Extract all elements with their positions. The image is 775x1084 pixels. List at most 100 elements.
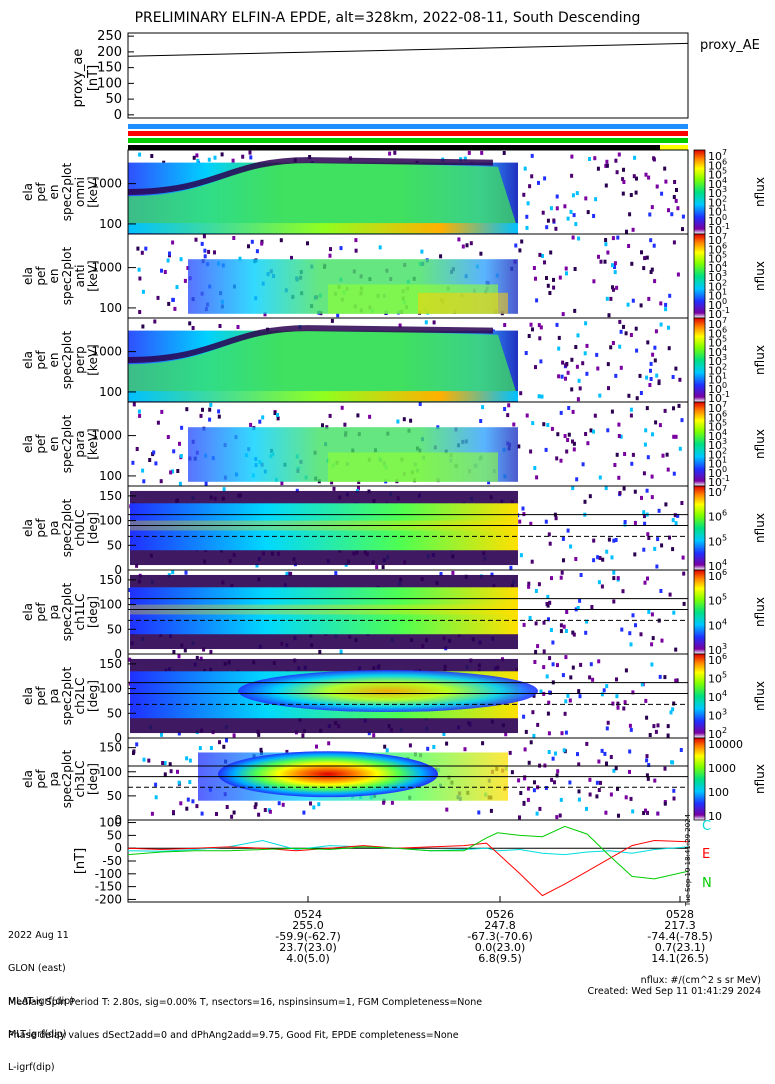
noise-pixel (451, 570, 455, 575)
noise-pixel (573, 308, 577, 313)
proxy-ae-ytick: 50 (105, 92, 122, 107)
spectrogram-panel-5: 150 100 50 0 ela pef pa spec2plot ch0LC [deg] 107 1… (21, 484, 767, 577)
xaxis-mlt: 23.7(23.0) (279, 941, 337, 954)
noise-pixel (649, 238, 653, 243)
noise-pixel (588, 494, 592, 499)
noise-pixel (540, 394, 544, 399)
noise-pixel (559, 623, 563, 628)
noise-pixel (185, 756, 189, 761)
noise-pixel (318, 649, 322, 654)
noise-pixel (194, 237, 198, 242)
noise-pixel (173, 306, 177, 311)
noise-pixel (604, 163, 608, 168)
noise-pixel (606, 250, 610, 255)
noise-pixel (568, 780, 572, 785)
noise-pixel (577, 789, 581, 794)
noise-pixel (209, 402, 213, 407)
noise-pixel (676, 272, 680, 277)
noise-pixel (549, 206, 553, 211)
low-energy-band (128, 223, 518, 234)
noise-pixel (566, 438, 570, 442)
noise-pixel (204, 481, 208, 486)
noise-pixel (672, 610, 676, 615)
xaxis-date: 2022 Aug 11 (8, 930, 69, 941)
noise-pixel (576, 752, 579, 757)
noise-pixel (248, 150, 252, 155)
noise-pixel (532, 788, 536, 793)
noise-pixel (529, 322, 533, 327)
noise-pixel (526, 786, 530, 791)
noise-pixel (571, 409, 575, 414)
noise-pixel (180, 425, 184, 430)
panel-ylabel-line: pa (47, 772, 61, 787)
noise-pixel (565, 449, 569, 454)
noise-pixel (420, 249, 424, 254)
noise-pixel (616, 576, 620, 581)
noise-pixel (539, 689, 543, 694)
noise-pixel (172, 449, 176, 454)
colorbar-tick-exponent: 7 (722, 400, 727, 409)
noise-pixel (618, 491, 622, 495)
noise-pixel (668, 293, 672, 298)
panel-ylabel-line: [deg] (86, 596, 100, 628)
noise-pixel (356, 413, 360, 418)
colorbar-tick-exponent: 7 (722, 484, 727, 493)
noise-pixel (619, 365, 623, 370)
noise-pixel (671, 375, 675, 379)
pa-ytick: 0 (114, 813, 122, 827)
noise-pixel (609, 345, 613, 350)
noise-pixel (547, 731, 551, 736)
noise-pixel (667, 346, 671, 351)
noise-pixel (645, 488, 649, 493)
noise-pixel (643, 256, 647, 261)
panel-ylabel-line: en (47, 353, 61, 368)
noise-pixel (199, 413, 203, 418)
noise-pixel (135, 742, 139, 747)
noise-pixel (517, 444, 521, 449)
noise-pixel (594, 197, 598, 202)
noise-pixel (650, 495, 654, 500)
noise-pixel (183, 278, 187, 283)
noise-pixel (577, 762, 581, 767)
colorbar-tick-exponent: 3 (722, 353, 727, 362)
noise-pixel (546, 218, 550, 223)
noise-pixel (618, 319, 622, 324)
mag-ytick: -200 (95, 892, 122, 906)
noise-pixel (539, 359, 543, 364)
noise-pixel (622, 324, 625, 329)
colorbar-tick-exponent: 5 (722, 251, 727, 260)
noise-pixel (611, 701, 615, 706)
energy-ytick: 1000 (91, 345, 122, 359)
noise-pixel (609, 792, 613, 797)
noise-pixel (680, 501, 684, 505)
noise-pixel (141, 289, 145, 294)
noise-pixel (564, 730, 568, 735)
noise-pixel (522, 714, 526, 719)
colorbar-tick-exponent: 0 (722, 381, 727, 390)
noise-pixel (577, 236, 581, 241)
proxy-ae-ylabel-unit: [nT] (86, 65, 101, 91)
noise-pixel (549, 628, 553, 632)
noise-pixel (645, 758, 649, 763)
noise-pixel (184, 570, 188, 575)
state-bar-yellow (660, 145, 688, 150)
colorbar-tick-exponent: 3 (722, 185, 727, 194)
noise-pixel (222, 744, 226, 749)
noise-pixel (547, 700, 551, 705)
noise-pixel (179, 454, 183, 458)
noise-pixel (645, 773, 649, 778)
panel-ylabel-line: pa (47, 689, 61, 704)
noise-pixel (559, 410, 563, 415)
mag-ylabel: [nT] (73, 848, 88, 874)
noise-pixel (137, 267, 141, 272)
noise-pixel (597, 254, 600, 259)
proxy-ae-legend: proxy_AE (700, 38, 760, 53)
noise-pixel (329, 247, 332, 252)
colorbar-tick-exponent: -1 (722, 390, 730, 399)
pa-ytick: 0 (114, 563, 122, 577)
noise-pixel (200, 811, 204, 816)
noise-pixel (503, 407, 507, 411)
noise-pixel (315, 744, 318, 749)
